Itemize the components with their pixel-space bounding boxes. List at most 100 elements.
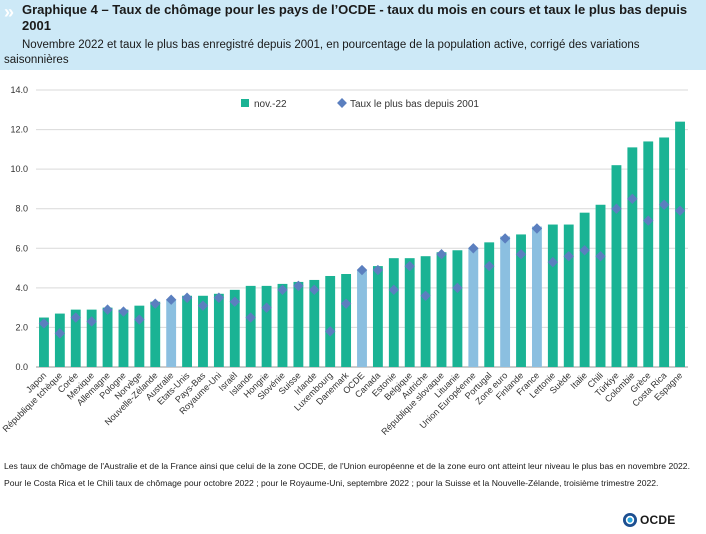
bar [86, 309, 97, 367]
lowest-rate-marker [213, 292, 225, 303]
oecd-logo-icon [623, 513, 637, 527]
lowest-rate-marker [484, 260, 495, 272]
lowest-rate-marker [611, 203, 622, 214]
bar [134, 305, 145, 367]
chart-header: » Graphique 4 – Taux de chômage pour les… [0, 0, 706, 70]
lowest-rate-marker [372, 264, 384, 276]
bar [39, 317, 49, 367]
bar [500, 236, 511, 367]
bar [516, 234, 526, 367]
bar [102, 307, 113, 367]
bar [420, 256, 431, 367]
lowest-rate-marker [277, 284, 288, 296]
y-tick-label: 12.0 [10, 125, 28, 135]
lowest-rate-marker [468, 243, 479, 254]
bar [229, 289, 240, 367]
bar-chart: 0.0 2.0 4.0 6.0 8.0 10.0 12.0 14.0 JaponRépubli… [1, 85, 688, 437]
lowest-rate-marker [150, 298, 161, 309]
lowest-rate-marker [229, 296, 240, 307]
lowest-rate-marker [404, 260, 415, 272]
lowest-rate-marker [340, 298, 352, 309]
lowest-rate-marker [579, 245, 590, 256]
lowest-rate-marker [531, 223, 543, 234]
bar [468, 248, 479, 367]
lowest-rate-marker [515, 249, 527, 260]
lowest-rate-marker [86, 316, 97, 327]
lowest-rate-marker [547, 256, 559, 268]
lowest-rate-marker [595, 251, 606, 262]
bar [452, 250, 463, 367]
lowest-rate-marker [118, 306, 129, 317]
bar [372, 266, 383, 367]
lowest-rate-marker [627, 193, 638, 205]
bar [484, 242, 495, 367]
bar [563, 224, 574, 367]
bar [325, 275, 336, 367]
y-tick-label: 2.0 [15, 322, 28, 332]
y-tick-label: 14.0 [10, 85, 28, 95]
bar [213, 293, 224, 367]
lowest-rate-marker [420, 290, 431, 301]
bar [277, 283, 288, 367]
chart-notes: Les taux de chômage de l'Australie et de… [4, 460, 694, 494]
bar [388, 258, 399, 367]
bar [309, 279, 320, 367]
bar [118, 309, 129, 367]
bar [261, 285, 272, 367]
chart-title: Graphique 4 – Taux de chômage pour les p… [22, 2, 688, 33]
bar [54, 313, 65, 367]
lowest-rate-marker [54, 328, 66, 339]
lowest-rate-marker [181, 292, 193, 303]
bar [357, 270, 367, 367]
bar [595, 204, 606, 367]
y-axis-ticks: 0.0 2.0 4.0 6.0 8.0 10.0 12.0 14.0 [10, 85, 28, 372]
bar [436, 252, 447, 367]
bar [404, 258, 415, 367]
lowest-rate-marker [388, 284, 400, 296]
lowest-rate-marker [324, 326, 336, 337]
y-tick-label: 10.0 [10, 164, 28, 174]
bar [531, 226, 542, 367]
bar [579, 212, 590, 367]
bar [182, 295, 193, 367]
lowest-rate-marker [674, 205, 686, 216]
bar [166, 299, 177, 367]
x-tick-label: Italie [569, 370, 590, 391]
lowest-rate-marker [165, 294, 177, 305]
bar [659, 137, 670, 367]
bar [627, 147, 638, 367]
legend: nov.-22 Taux le plus bas depuis 2001 [241, 98, 479, 110]
lowest-rate-marker [563, 251, 574, 262]
note-2: Pour le Costa Rica et le Chili taux de c… [4, 478, 659, 488]
lowest-rate-marker [499, 233, 511, 244]
bar [611, 165, 622, 367]
lowest-rate-marker [356, 264, 368, 276]
logo-text: OCDE [640, 513, 676, 527]
bar-series [39, 121, 685, 368]
y-tick-label: 6.0 [15, 243, 28, 253]
bar [245, 285, 256, 367]
bar [547, 224, 558, 367]
lowest-rate-marker [309, 284, 320, 296]
legend-marker-swatch [337, 98, 347, 108]
lowest-rate-marker [134, 314, 145, 325]
lowest-rate-marker [436, 249, 447, 260]
lowest-rate-marker [70, 312, 81, 323]
bar [675, 121, 685, 368]
note-1: Les taux de chômage de l'Australie et de… [4, 461, 690, 471]
legend-bar-label: nov.-22 [254, 99, 287, 110]
chevron-right-icon: » [4, 2, 15, 22]
bar [70, 309, 81, 367]
bar [198, 295, 208, 367]
y-tick-label: 0.0 [15, 362, 28, 372]
oecd-logo: OCDE [622, 512, 675, 528]
lowest-rate-marker [38, 318, 50, 329]
legend-bar-swatch [241, 99, 249, 107]
bar [643, 141, 654, 367]
lowest-rate-marker [643, 215, 654, 226]
bar [341, 274, 352, 367]
y-tick-label: 8.0 [15, 204, 28, 214]
bar [293, 281, 304, 367]
legend-marker-label: Taux le plus bas depuis 2001 [350, 99, 479, 110]
